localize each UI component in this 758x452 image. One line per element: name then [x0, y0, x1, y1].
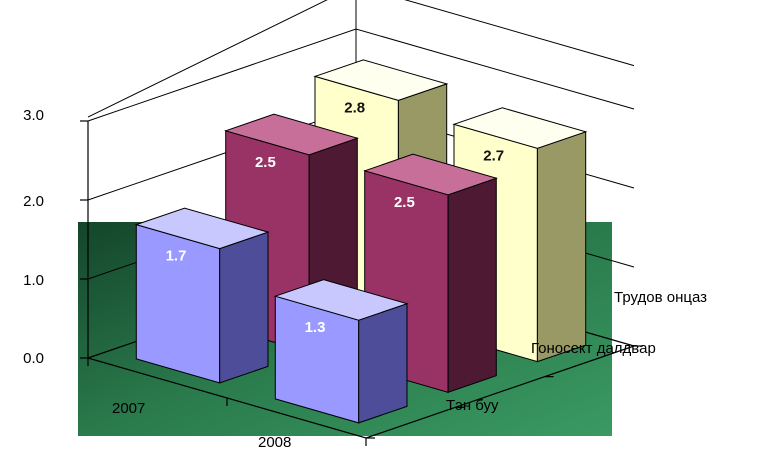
- wall-top-edge: [87, 0, 635, 118]
- bar-value-label: 2.5: [255, 154, 276, 171]
- y-tick-label: 2.0: [23, 193, 44, 210]
- bar-top-face: [363, 153, 498, 196]
- bar-value-label: 2.7: [483, 147, 504, 164]
- bar-value-label: 2.8: [344, 99, 365, 116]
- y-tick-label: 0.0: [23, 350, 44, 367]
- series-depth-label: Трудов онцаз: [614, 289, 707, 306]
- bar-side-face: [447, 177, 497, 394]
- bar-top-face: [224, 113, 359, 156]
- bar-top-face: [134, 207, 270, 250]
- x-category-label: 2007: [112, 400, 145, 417]
- bar: 1.3: [273, 279, 409, 424]
- bar-side-face: [358, 303, 408, 424]
- series-depth-label: Гоносект далдвар: [531, 340, 656, 357]
- bar: 2.5: [363, 153, 498, 394]
- chart-bars: 2.8 2.7 2.5 2.5 1.7 1.3: [134, 59, 588, 424]
- bar: 1.7: [134, 207, 270, 384]
- bar-top-face: [273, 279, 409, 321]
- bar-value-label: 2.5: [394, 194, 415, 211]
- series-depth-label: Тэн буу: [446, 397, 499, 414]
- y-tick-label: 3.0: [23, 107, 44, 124]
- bar-side-face: [536, 131, 587, 363]
- bar-value-label: 1.7: [166, 248, 187, 265]
- bar-top-face: [452, 107, 588, 149]
- y-tick-label: 1.0: [23, 272, 44, 289]
- bar-top-face: [313, 59, 449, 101]
- bar-value-label: 1.3: [305, 319, 326, 336]
- bar-side-face: [219, 231, 269, 384]
- x-category-label: 2008: [258, 434, 291, 451]
